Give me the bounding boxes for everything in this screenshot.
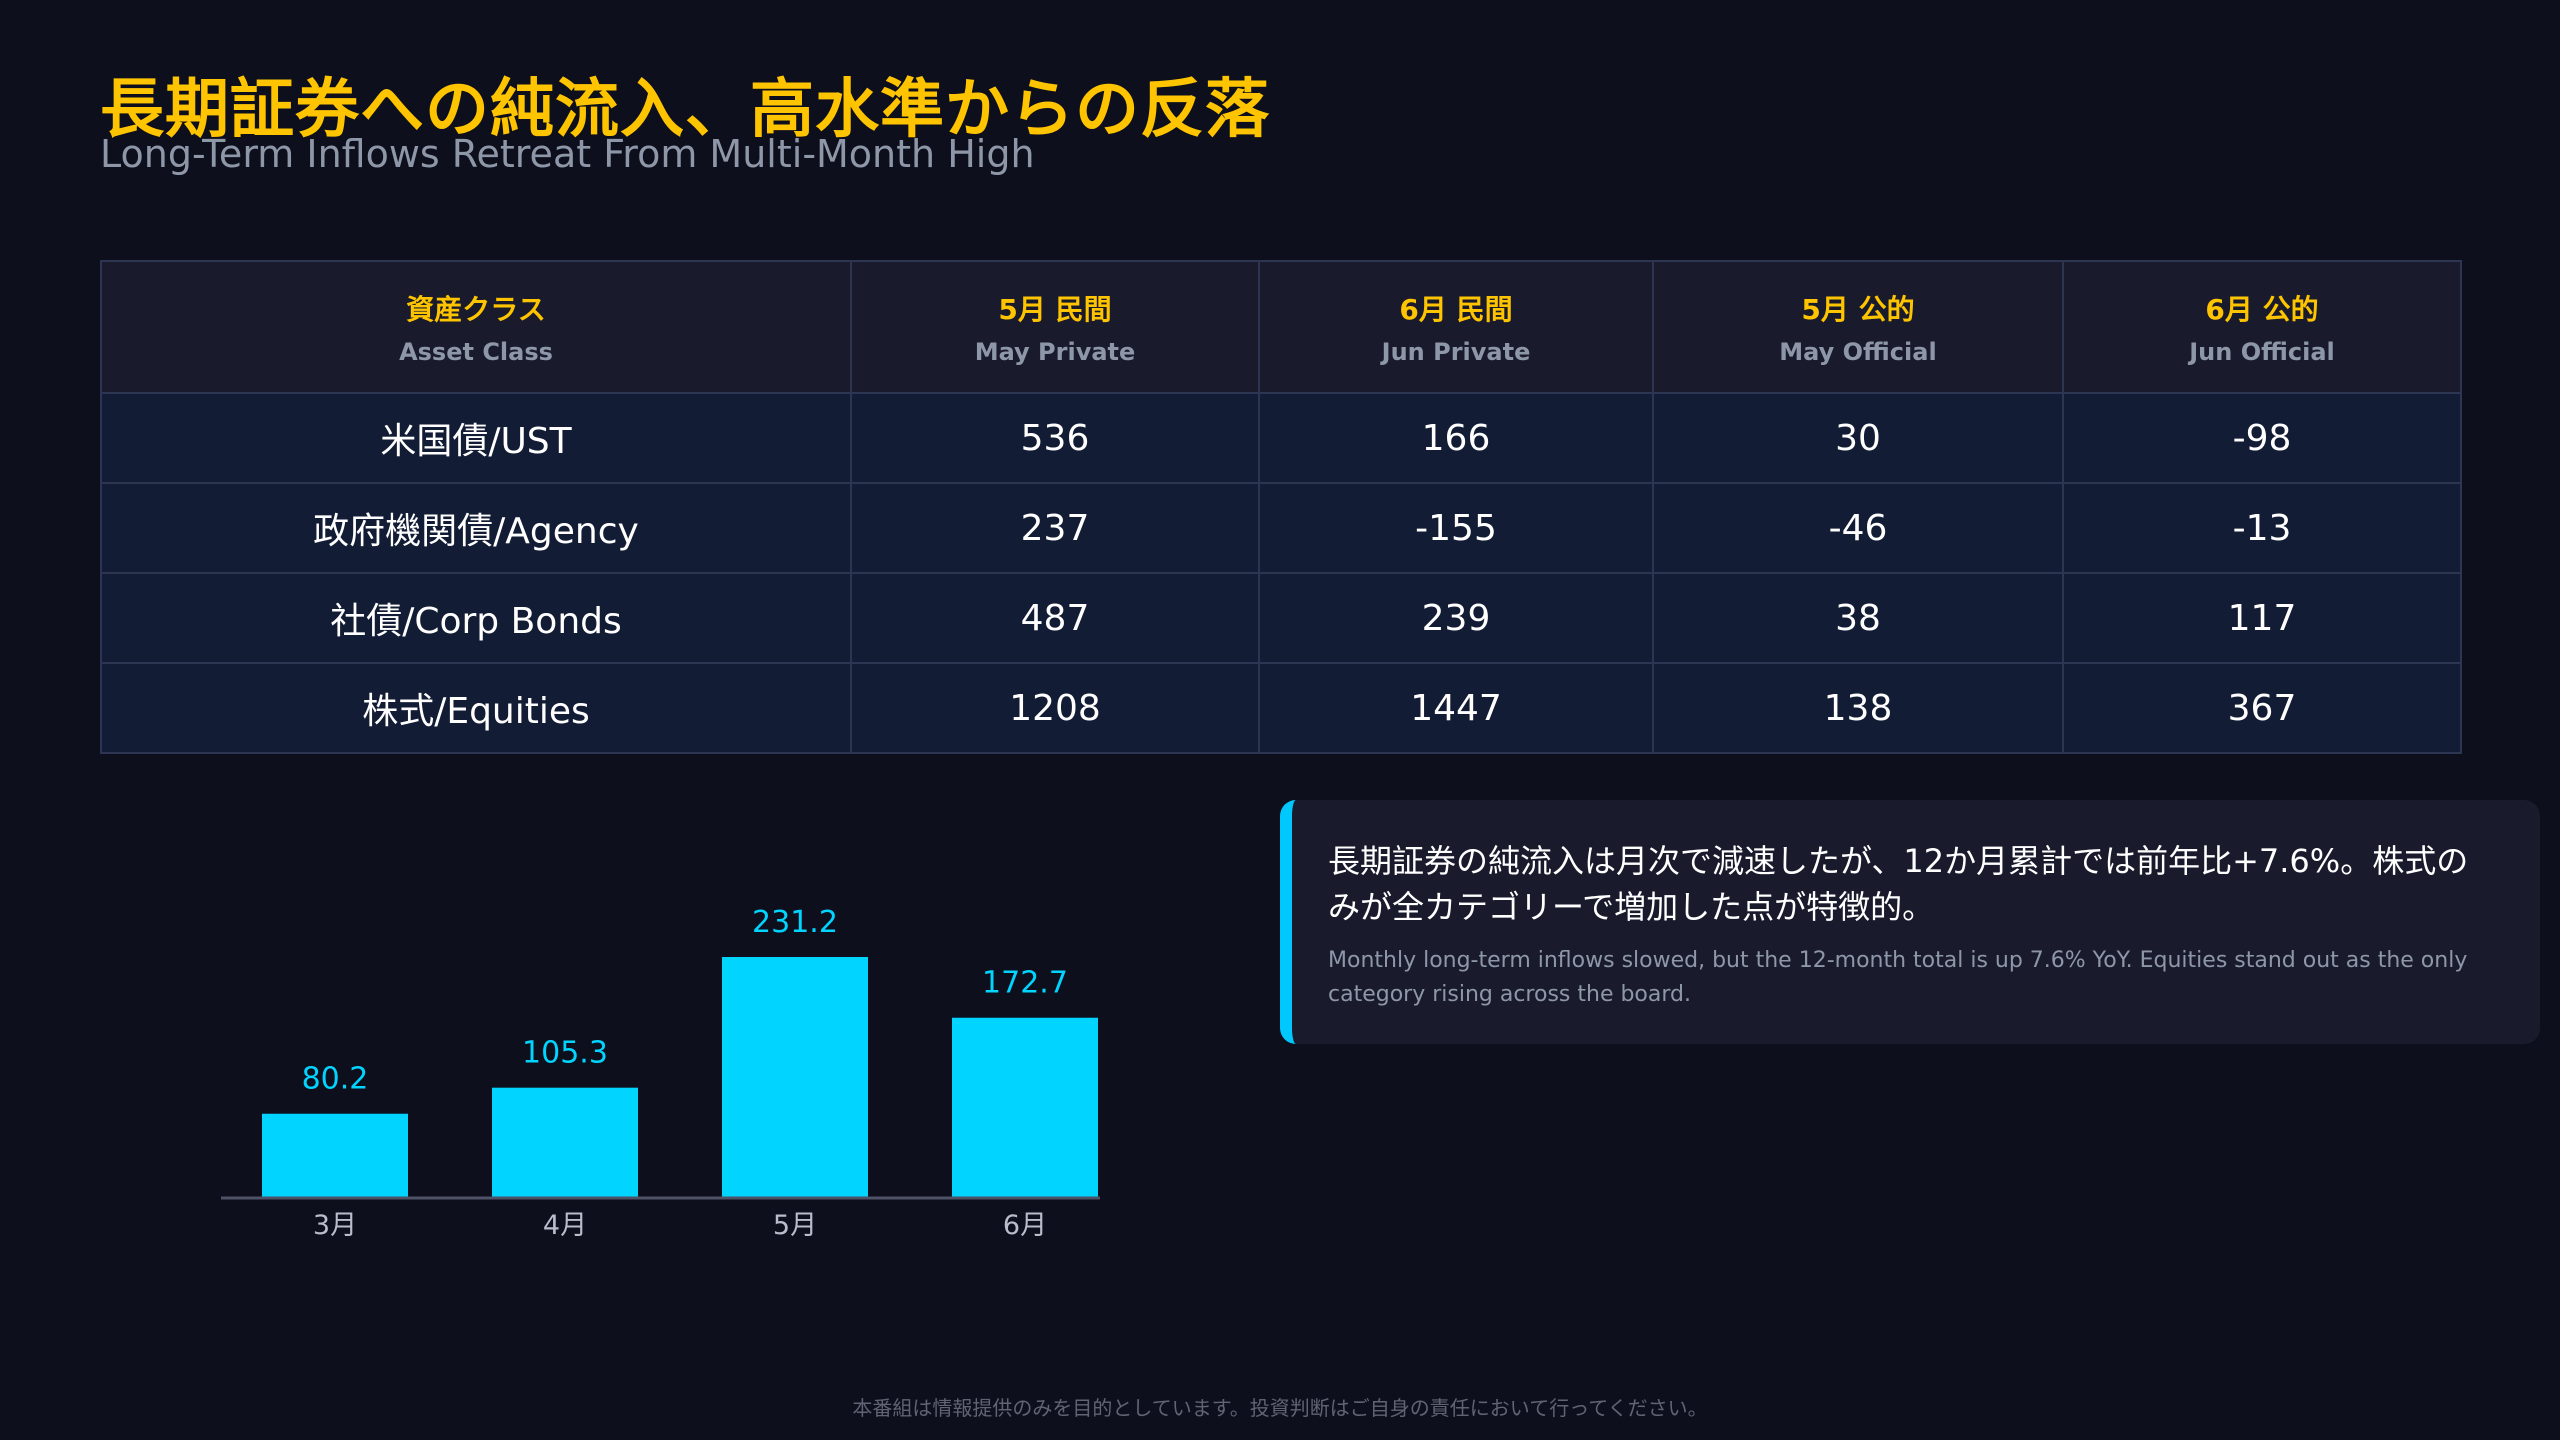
header-label-en: Jun Official: [2189, 338, 2335, 366]
table-cell: -13: [2062, 482, 2462, 574]
header-label-jp: 6月 公的: [2205, 293, 2319, 326]
table-row: 政府機関債/Agency 237 -155 -46 -13: [100, 482, 2462, 574]
table-row: 社債/Corp Bonds 487 239 38 117: [100, 572, 2462, 664]
table-cell: -98: [2062, 392, 2462, 484]
monthly-bar-chart: 80.2 3月 105.3 4月 231.2 5月 172.7 6月: [160, 860, 1160, 1280]
bar-value-label: 172.7: [982, 966, 1068, 1001]
header-label-en: May Private: [974, 338, 1136, 366]
table-row: 株式/Equities 1208 1447 138 367: [100, 662, 2462, 754]
header-may-official: 5月 公的 May Official: [1652, 260, 2064, 394]
table-cell: 239: [1258, 572, 1654, 664]
bar-2: [492, 1087, 638, 1197]
callout-text-jp: 長期証券の純流入は月次で減速したが、12か月累計では前年比+7.6%。株式のみが…: [1328, 842, 2469, 926]
bar-value-label: 105.3: [522, 1036, 608, 1071]
table-cell: 536: [850, 392, 1260, 484]
header-label-jp: 資産クラス: [406, 293, 546, 326]
page-title: 長期証券への純流入、高水準からの反落: [100, 73, 1270, 147]
row-label: 米国債/UST: [100, 392, 852, 484]
table-cell: 487: [850, 572, 1260, 664]
header-jun-official: 6月 公的 Jun Official: [2062, 260, 2462, 394]
table-cell: 138: [1652, 662, 2064, 754]
bar-1: [262, 1113, 408, 1197]
category-label: 3月: [313, 1210, 357, 1241]
header-may-private: 5月 民間 May Private: [850, 260, 1260, 394]
table-cell: -46: [1652, 482, 2064, 574]
table-cell: 117: [2062, 572, 2462, 664]
summary-callout: 長期証券の純流入は月次で減速したが、12か月累計では前年比+7.6%。株式のみが…: [1280, 800, 2540, 1044]
bar-value-label: 80.2: [302, 1062, 369, 1097]
callout-text-en: Monthly long-term inflows slowed, but th…: [1328, 948, 2468, 1007]
row-label: 社債/Corp Bonds: [100, 572, 852, 664]
header-asset-class: 資産クラス Asset Class: [100, 260, 852, 394]
header-label-en: May Official: [1779, 338, 1937, 366]
header-label-jp: 5月 公的: [1801, 293, 1915, 326]
table-cell: 166: [1258, 392, 1654, 484]
table-cell: 1208: [850, 662, 1260, 754]
header-label-en: Jun Private: [1381, 338, 1531, 366]
table-cell: -155: [1258, 482, 1654, 574]
table-cell: 237: [850, 482, 1260, 574]
bar-chart-svg: 80.2 3月 105.3 4月 231.2 5月 172.7 6月: [221, 905, 1100, 1241]
bar-3: [722, 957, 868, 1197]
header-label-jp: 5月 民間: [998, 293, 1112, 326]
header-jun-private: 6月 民間 Jun Private: [1258, 260, 1654, 394]
table-cell: 1447: [1258, 662, 1654, 754]
row-label: 政府機関債/Agency: [100, 482, 852, 574]
category-label: 6月: [1003, 1210, 1047, 1241]
header-label-en: Asset Class: [399, 338, 553, 366]
row-label: 株式/Equities: [100, 662, 852, 754]
table-cell: 30: [1652, 392, 2064, 484]
disclaimer-footer: 本番組は情報提供のみを目的としています。投資判断はご自身の責任において行ってくだ…: [852, 1396, 1708, 1420]
bar-value-label: 231.2: [752, 905, 838, 940]
category-label: 5月: [773, 1210, 817, 1241]
page-subtitle: Long-Term Inflows Retreat From Multi-Mon…: [100, 132, 1035, 176]
flows-table: 資産クラス Asset Class 5月 民間 May Private 6月 民…: [100, 260, 2462, 754]
table-cell: 38: [1652, 572, 2064, 664]
table-header-row: 資産クラス Asset Class 5月 民間 May Private 6月 民…: [100, 260, 2462, 394]
table-row: 米国債/UST 536 166 30 -98: [100, 392, 2462, 484]
category-label: 4月: [543, 1210, 587, 1241]
header-label-jp: 6月 民間: [1399, 293, 1513, 326]
bar-4: [952, 1017, 1098, 1197]
table-cell: 367: [2062, 662, 2462, 754]
